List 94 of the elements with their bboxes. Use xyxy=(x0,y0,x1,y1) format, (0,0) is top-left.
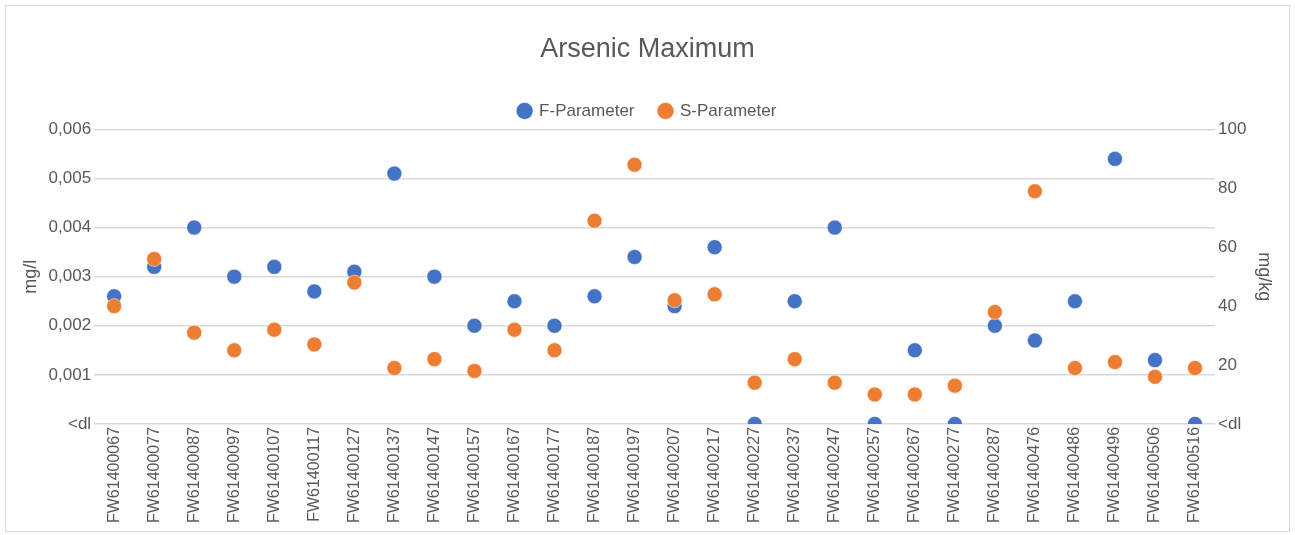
legend-label: S-Parameter xyxy=(680,100,777,120)
point xyxy=(1067,293,1083,309)
point xyxy=(786,293,803,309)
y-tick-label: 0,003 xyxy=(48,266,92,286)
point xyxy=(626,157,643,173)
x-tick-label: FW61400486 xyxy=(1065,426,1083,523)
point xyxy=(1107,354,1123,370)
point xyxy=(506,293,523,309)
point xyxy=(626,249,643,265)
point xyxy=(346,274,363,291)
point xyxy=(586,212,603,229)
point xyxy=(386,360,403,376)
point xyxy=(907,386,923,403)
y-tick-label: 0,001 xyxy=(48,364,92,384)
x-tick-label: FW61400177 xyxy=(544,426,562,523)
x-tick-label: FW61400157 xyxy=(464,426,482,523)
point xyxy=(746,374,763,391)
y2-tick-label: 40 xyxy=(1218,295,1237,315)
point xyxy=(1187,360,1203,376)
point xyxy=(706,239,723,255)
point xyxy=(987,318,1003,334)
y-axis-title: mg/l xyxy=(19,259,40,294)
point xyxy=(466,318,483,334)
point xyxy=(546,342,563,359)
point xyxy=(266,321,283,338)
point xyxy=(826,219,843,236)
point xyxy=(1027,332,1043,349)
point xyxy=(786,351,803,367)
x-tick-label: FW61400197 xyxy=(624,426,642,523)
point xyxy=(546,318,563,334)
point xyxy=(226,268,242,285)
point xyxy=(386,165,403,182)
x-tick-label: FW61400506 xyxy=(1145,426,1163,523)
x-tick-label: FW61400137 xyxy=(384,426,402,523)
x-tick-label: FW61400077 xyxy=(144,426,162,523)
point xyxy=(826,374,843,391)
point xyxy=(1107,151,1123,167)
point xyxy=(306,336,323,353)
x-tick-label: FW61400227 xyxy=(745,426,763,523)
y-tick-label: 0,006 xyxy=(48,119,92,139)
point xyxy=(586,288,603,305)
point xyxy=(426,268,443,285)
y-tick-label: 0,004 xyxy=(48,217,92,237)
y2-tick-label: <dl xyxy=(1218,413,1242,433)
x-tick-label: FW61400147 xyxy=(424,426,442,523)
y-tick-label: 0,002 xyxy=(48,315,92,335)
y2-tick-label: 80 xyxy=(1218,177,1237,197)
x-tick-label: FW61400277 xyxy=(945,426,963,523)
point xyxy=(1027,183,1043,199)
x-tick-label: FW61400287 xyxy=(985,426,1003,523)
y-tick-label: <dl xyxy=(67,413,92,433)
x-tick-label: FW61400107 xyxy=(264,426,282,523)
y-tick-label: 0,005 xyxy=(48,168,92,188)
x-tick-label: FW61400247 xyxy=(825,426,843,523)
point xyxy=(1067,360,1083,376)
point xyxy=(186,219,202,236)
x-tick-label: FW61400217 xyxy=(705,426,723,523)
point xyxy=(987,304,1003,320)
x-tick-label: FW61400257 xyxy=(865,426,883,523)
x-tick-label: FW61400267 xyxy=(905,426,923,523)
y2-tick-label: 60 xyxy=(1218,236,1237,256)
point xyxy=(907,342,923,359)
point xyxy=(146,251,162,267)
chart-title: Arsenic Maximum xyxy=(540,32,755,63)
x-tick-label: FW61400127 xyxy=(344,426,362,523)
point xyxy=(426,351,443,367)
point xyxy=(1147,369,1163,385)
point xyxy=(706,286,723,303)
point xyxy=(266,259,283,275)
x-tick-label: FW61400167 xyxy=(504,426,522,523)
point xyxy=(186,324,202,341)
point xyxy=(666,292,683,308)
x-tick-label: FW61400187 xyxy=(584,426,602,523)
x-tick-label: FW61400476 xyxy=(1025,426,1043,523)
x-tick-label: FW61400087 xyxy=(184,426,202,523)
y2-tick-label: 100 xyxy=(1218,119,1247,139)
point xyxy=(867,386,883,403)
y2-tick-label: 20 xyxy=(1218,354,1237,374)
y2-axis-title: mg/kg xyxy=(1255,252,1276,302)
x-tick-label: FW61400097 xyxy=(224,426,242,523)
point xyxy=(226,342,242,359)
point xyxy=(466,363,483,379)
x-tick-label: FW61400067 xyxy=(104,426,122,523)
x-tick-label: FW61400516 xyxy=(1185,426,1203,523)
point xyxy=(1147,352,1163,368)
point xyxy=(506,321,523,338)
x-tick-label: FW61400207 xyxy=(665,426,683,523)
point xyxy=(306,283,323,300)
x-tick-label: FW61400117 xyxy=(304,426,322,522)
x-tick-label: FW61400496 xyxy=(1105,426,1123,523)
point xyxy=(106,298,122,314)
point xyxy=(947,377,963,394)
x-tick-label: FW61400237 xyxy=(785,426,803,523)
legend-label: F-Parameter xyxy=(539,100,635,120)
